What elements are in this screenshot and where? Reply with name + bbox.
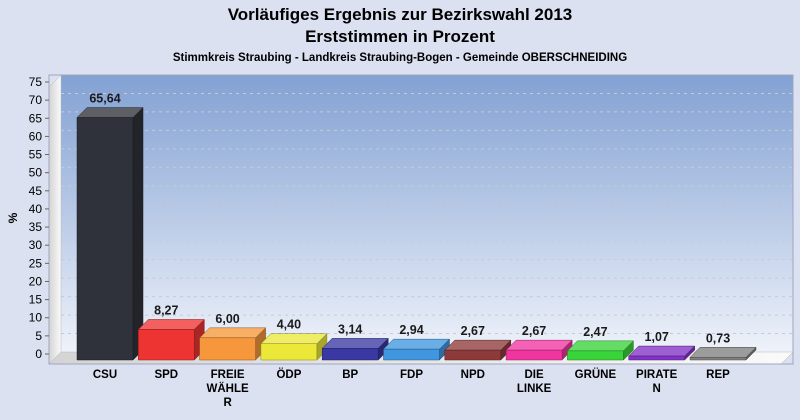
category-label: FDP bbox=[400, 369, 423, 381]
value-label: 4,40 bbox=[277, 318, 301, 332]
bar-top-face bbox=[260, 333, 328, 344]
value-label: 65,64 bbox=[89, 92, 120, 106]
chart-subtitle: Stimmkreis Straubing - Landkreis Straubi… bbox=[172, 52, 628, 64]
bar-bp bbox=[321, 337, 389, 361]
y-tick-label: 40 bbox=[29, 202, 43, 216]
plot-border bbox=[48, 74, 794, 365]
value-label: 1,07 bbox=[645, 330, 669, 344]
y-tick-label: 30 bbox=[29, 238, 43, 252]
bar-top-face bbox=[198, 327, 267, 339]
value-label: 2,67 bbox=[522, 324, 546, 338]
bar-top-face bbox=[628, 345, 696, 357]
bar-fdp bbox=[382, 338, 451, 361]
category-label: REP bbox=[706, 369, 730, 381]
bar-spd bbox=[137, 318, 205, 361]
y-tick-label: 10 bbox=[29, 311, 43, 325]
category-label: NPD bbox=[461, 369, 485, 381]
bar-top-face bbox=[444, 339, 512, 351]
y-tick-label: 75 bbox=[29, 75, 43, 89]
chart-header: Vorläufiges Ergebnis zur Bezirkswahl 201… bbox=[0, 4, 800, 66]
bar-front-face bbox=[689, 357, 747, 361]
bar-front-face bbox=[505, 349, 563, 361]
category-label: R bbox=[223, 397, 232, 409]
bar-top-face bbox=[76, 107, 144, 118]
category-label: N bbox=[653, 383, 661, 395]
category-label: CSU bbox=[93, 369, 117, 381]
chart-title-line2: Erststimmen in Prozent bbox=[305, 27, 495, 46]
bar-npd bbox=[444, 339, 512, 361]
bar-front-face bbox=[199, 337, 256, 361]
bar-freie-w-hler bbox=[198, 327, 267, 361]
value-label: 0,73 bbox=[706, 331, 730, 345]
category-label: DIE bbox=[525, 369, 545, 381]
bar-top-face bbox=[137, 319, 205, 330]
y-tick-label: 35 bbox=[29, 220, 43, 234]
value-label: 3,14 bbox=[338, 322, 362, 336]
value-label: 2,47 bbox=[583, 325, 607, 339]
category-label: LINKE bbox=[517, 383, 552, 395]
bar-front-face bbox=[321, 348, 379, 361]
bar-die-linke bbox=[505, 339, 573, 361]
plot-back-wall bbox=[61, 75, 793, 352]
y-tick-label: 5 bbox=[35, 329, 42, 343]
bar-top-face bbox=[566, 340, 635, 352]
bar-front-face bbox=[567, 350, 624, 361]
bar-piraten bbox=[628, 345, 696, 361]
category-label: SPD bbox=[154, 369, 178, 381]
bar-csu bbox=[76, 106, 144, 361]
value-label: 6,00 bbox=[215, 312, 239, 326]
category-label: WÄHLE bbox=[207, 382, 249, 395]
bar--dp bbox=[260, 333, 328, 361]
chart-title-line1: Vorläufiges Ergebnis zur Bezirkswahl 201… bbox=[227, 5, 573, 24]
y-tick-label: 60 bbox=[29, 129, 43, 143]
y-tick-label: 20 bbox=[29, 274, 43, 288]
bar-rep bbox=[689, 346, 757, 361]
plot-left-wall bbox=[48, 74, 62, 365]
y-tick-label: 70 bbox=[29, 93, 43, 107]
category-label: FREIE bbox=[211, 369, 245, 381]
category-label: ÖDP bbox=[276, 368, 301, 381]
bar-gr-ne bbox=[566, 340, 635, 361]
y-tick-label: 25 bbox=[29, 256, 43, 270]
y-tick-label: 45 bbox=[29, 184, 43, 198]
bar-top-face bbox=[321, 338, 389, 349]
bar-front-face bbox=[76, 117, 134, 361]
bar-side-face bbox=[132, 106, 144, 361]
value-label: 8,27 bbox=[154, 303, 178, 317]
y-tick-label: 0 bbox=[35, 347, 42, 361]
y-tick-label: 65 bbox=[29, 111, 43, 125]
bar-top-face bbox=[505, 339, 573, 351]
value-label: 2,94 bbox=[399, 323, 423, 337]
bar-front-face bbox=[444, 349, 502, 361]
value-label: 2,67 bbox=[461, 324, 485, 338]
bar-front-face bbox=[628, 355, 685, 361]
bar-front-face bbox=[138, 329, 195, 361]
category-label: GRÜNE bbox=[575, 368, 617, 381]
bar-front-face bbox=[260, 343, 318, 361]
category-label: PIRATE bbox=[636, 369, 678, 381]
bar-top-face bbox=[689, 347, 757, 358]
bar-top-face bbox=[382, 338, 451, 350]
y-tick-label: 15 bbox=[29, 293, 43, 307]
category-label: BP bbox=[342, 369, 358, 381]
y-tick-label: 55 bbox=[29, 148, 43, 162]
y-axis-label: % bbox=[6, 212, 20, 223]
bar-chart-container: 0 5 10 15 20 25 30 35 40 45 50 55 60 65 70 75% 65,64 CSU 8… bbox=[0, 70, 800, 420]
y-tick-label: 50 bbox=[29, 166, 43, 180]
bar-chart-svg: 0 5 10 15 20 25 30 35 40 45 50 55 60 65 70 75% 65,64 CSU 8… bbox=[6, 74, 794, 409]
bar-front-face bbox=[383, 348, 440, 361]
